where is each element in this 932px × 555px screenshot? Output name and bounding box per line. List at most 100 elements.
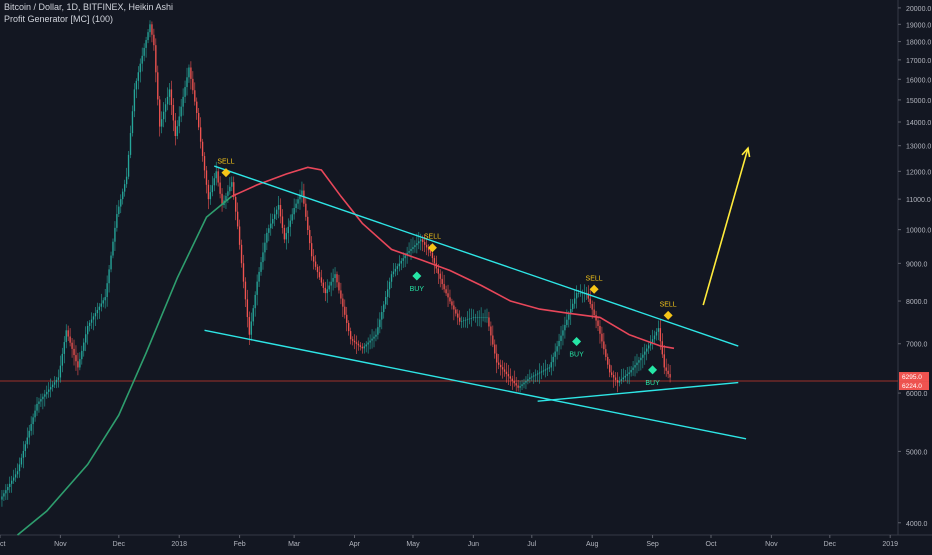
candle-body — [503, 369, 506, 372]
candle-body — [402, 258, 404, 261]
candle-body — [135, 80, 138, 90]
candle-body — [279, 205, 282, 217]
candle-body — [568, 314, 570, 320]
candle-body — [12, 477, 15, 481]
candle-body — [433, 258, 436, 264]
candle-body — [346, 314, 348, 323]
candle-body — [457, 313, 459, 318]
candle-body — [599, 325, 601, 334]
candle-body — [170, 89, 173, 105]
projection-arrow-head — [741, 146, 751, 158]
price-tick-label: 10000.0 — [906, 228, 931, 235]
candle-body — [546, 368, 549, 370]
candle-body — [192, 78, 194, 91]
candle-body — [293, 207, 295, 215]
candle-body — [182, 96, 184, 107]
candle-body — [235, 196, 237, 212]
price-tick-label: 17000.0 — [906, 58, 931, 65]
candle-body — [155, 45, 157, 73]
candle-body — [9, 483, 11, 487]
candle-body — [496, 353, 498, 363]
time-tick-label: May — [406, 541, 420, 548]
candle-body — [535, 374, 537, 376]
candle-body — [529, 377, 531, 380]
price-tick-label: 15000.0 — [906, 98, 931, 105]
candle-body — [394, 268, 397, 272]
candle-body — [466, 319, 469, 320]
candle-body — [533, 375, 535, 377]
candle-body — [301, 190, 303, 195]
candle-body — [552, 356, 554, 363]
candle-body — [474, 317, 476, 319]
candle-body — [295, 203, 297, 208]
candle-body — [190, 67, 192, 79]
candle-body — [636, 362, 638, 366]
candle-body — [494, 344, 496, 354]
candle-body — [601, 333, 603, 342]
candle-body — [231, 182, 233, 187]
candle-body — [221, 193, 223, 206]
candle-body — [244, 281, 247, 300]
candle-body — [663, 354, 665, 368]
candle-body — [201, 141, 204, 157]
candle-body — [605, 349, 607, 357]
candle-body — [3, 493, 5, 497]
candle-body — [507, 374, 510, 377]
time-tick-label: Nov — [54, 541, 67, 548]
candle-body — [291, 214, 293, 221]
candle-body — [632, 367, 634, 370]
candle-body — [577, 293, 580, 294]
candle-body — [114, 227, 116, 242]
candle-body — [634, 365, 636, 368]
sell-signal-marker — [427, 243, 437, 253]
sell-signal-label: SELL — [586, 275, 603, 282]
candle-body — [256, 281, 258, 295]
candle-body — [184, 87, 186, 97]
candle-body — [400, 260, 402, 264]
candle-body — [665, 367, 667, 371]
candle-body — [340, 290, 342, 299]
candle-body — [281, 216, 284, 228]
price-tick-label: 8000.0 — [906, 299, 928, 306]
candle-body — [377, 327, 379, 335]
candle-body — [283, 227, 286, 240]
candle-body — [125, 176, 128, 185]
candle-body — [59, 365, 62, 378]
price-tick-label: 20000.0 — [906, 6, 931, 13]
sell-signal-label: SELL — [424, 234, 441, 241]
candle-body — [667, 370, 669, 375]
candles — [1, 20, 671, 507]
candle-body — [55, 379, 58, 383]
candle-body — [69, 336, 71, 343]
candle-body — [178, 116, 180, 127]
candle-body — [544, 369, 547, 371]
candle-body — [484, 317, 486, 319]
candle-body — [260, 262, 262, 272]
indicator-line-early — [16, 195, 233, 536]
time-tick-label: Nov — [765, 541, 778, 548]
candle-body — [137, 72, 139, 81]
candle-body — [642, 354, 644, 358]
candle-body — [513, 380, 515, 384]
candle-body — [48, 389, 50, 392]
candle-body — [273, 214, 276, 219]
candle-body — [476, 317, 478, 319]
candle-body — [472, 317, 475, 319]
candle-body — [330, 281, 332, 286]
candle-body — [392, 271, 395, 275]
candle-body — [542, 370, 545, 372]
candle-body — [198, 112, 200, 128]
candle-body — [517, 385, 519, 388]
candle-body — [649, 342, 652, 346]
candle-body — [242, 263, 245, 282]
candle-body — [83, 342, 85, 351]
candle-body — [505, 371, 508, 375]
candle-body — [655, 331, 658, 336]
candle-body — [320, 277, 323, 283]
candle-body — [166, 96, 169, 105]
candle-body — [312, 256, 315, 262]
candle-body — [511, 378, 513, 381]
price-tick-label: 13000.0 — [906, 144, 931, 151]
